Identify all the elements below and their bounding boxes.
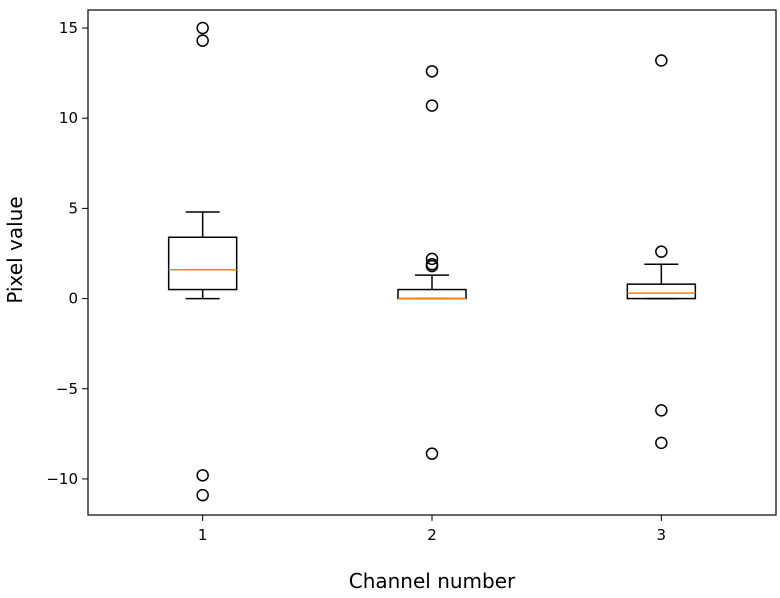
outlier-point xyxy=(425,259,439,273)
box-group xyxy=(626,54,697,450)
box-group xyxy=(167,21,238,502)
y-tick-label: 5 xyxy=(68,199,78,217)
box xyxy=(397,288,467,300)
outlier-point xyxy=(655,245,668,258)
boxes xyxy=(167,21,697,502)
outlier-point xyxy=(425,99,439,112)
plot-area-frame xyxy=(87,9,777,516)
outlier-point xyxy=(425,65,439,78)
outlier-point xyxy=(655,436,668,450)
y-tick-label: 15 xyxy=(59,19,78,37)
y-axis-label: Pixel value xyxy=(3,196,27,303)
outlier-point xyxy=(655,54,668,67)
outlier-point xyxy=(196,469,209,482)
x-axis-label: Channel number xyxy=(349,569,516,593)
y-tick-label: −10 xyxy=(46,470,78,488)
y-tick-label: 10 xyxy=(59,109,78,127)
x-axis: 1 2 3 xyxy=(198,515,666,544)
y-tick-label: −5 xyxy=(56,380,78,398)
box xyxy=(626,283,697,300)
x-tick-label: 2 xyxy=(427,526,437,544)
x-tick-label: 1 xyxy=(198,526,208,544)
box xyxy=(167,236,238,291)
outlier-point xyxy=(425,252,439,266)
outlier-point xyxy=(196,488,209,502)
outlier-point xyxy=(196,21,209,35)
y-tick-label: 0 xyxy=(68,290,78,308)
outlier-point xyxy=(655,404,668,417)
outlier-point xyxy=(425,447,439,460)
outlier-point xyxy=(196,34,209,47)
box-group xyxy=(397,65,467,460)
x-tick-label: 3 xyxy=(657,526,667,544)
y-axis: −10 −5 0 5 10 15 xyxy=(46,19,88,488)
